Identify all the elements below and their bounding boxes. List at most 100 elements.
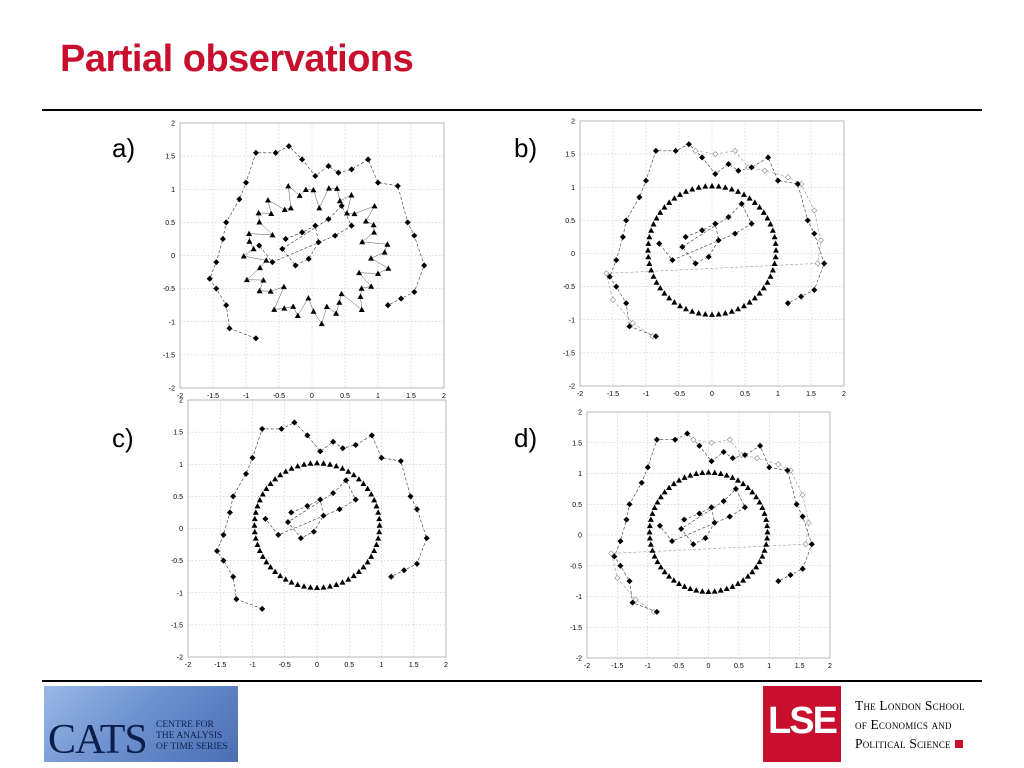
- triangle-marker: [364, 485, 371, 492]
- triangle-marker: [269, 231, 276, 238]
- plot-b: -2-2 -1.5 -1.5 -1 -1 -0.5 -0.5 0 0 0.5 0.5 1 1 1.5 1.5…: [563, 119, 846, 399]
- diamond-marker: [804, 217, 811, 224]
- triangle-marker: [746, 299, 753, 305]
- triangle-marker: [264, 197, 271, 203]
- lse-line-2: of Economics and: [855, 717, 952, 732]
- triangle-marker: [740, 480, 747, 487]
- diamond-marker: [317, 496, 324, 503]
- triangle-marker: [305, 294, 312, 301]
- diamond-marker: [336, 506, 343, 513]
- triangle-marker: [676, 580, 683, 586]
- diamond-marker: [223, 302, 230, 309]
- triangle-marker: [339, 579, 346, 585]
- triangle-marker: [294, 312, 301, 319]
- diamond-marker: [793, 501, 800, 508]
- triangle-marker: [693, 470, 700, 476]
- y-tick-label: -1.5: [171, 622, 183, 629]
- x-tick-label: 2: [444, 662, 448, 669]
- triangle-marker: [722, 184, 729, 190]
- triangle-marker: [761, 547, 768, 553]
- triangle-marker: [648, 267, 655, 273]
- diamond-marker: [213, 285, 220, 292]
- triangle-marker: [734, 477, 741, 483]
- hollow-diamond-marker: [608, 550, 615, 557]
- hollow-diamond-marker: [726, 436, 733, 443]
- diamond-marker: [738, 200, 745, 207]
- hollow-diamond-marker: [708, 439, 715, 446]
- hollow-diamond-marker: [609, 296, 617, 303]
- triangle-marker: [647, 516, 654, 522]
- triangle-marker: [376, 522, 383, 528]
- triangle-marker: [699, 588, 706, 594]
- triangle-marker: [371, 547, 378, 554]
- triangle-marker: [385, 265, 392, 271]
- diamond-marker: [365, 156, 372, 163]
- hollow-diamond-marker: [692, 147, 699, 154]
- triangle-marker: [339, 465, 346, 471]
- diamond-marker: [401, 567, 408, 574]
- diamond-marker: [219, 235, 226, 242]
- triangle-marker: [717, 470, 724, 476]
- diamond-marker: [256, 242, 263, 249]
- triangle-marker: [300, 583, 307, 589]
- diamond-marker: [821, 260, 828, 267]
- triangle-marker: [254, 503, 261, 509]
- triangle-marker: [323, 303, 330, 310]
- diamond-marker: [672, 147, 679, 154]
- triangle-marker: [302, 186, 309, 193]
- triangle-marker: [300, 461, 307, 467]
- triangle-marker: [740, 577, 747, 583]
- triangle-marker: [711, 469, 718, 475]
- diamond-marker: [652, 333, 659, 340]
- diamond-marker: [312, 222, 319, 229]
- diamond-marker: [423, 535, 430, 542]
- triangle-marker: [717, 587, 724, 593]
- triangle-marker: [333, 463, 340, 469]
- diamond-marker: [669, 257, 676, 264]
- slide-title: Partial observations: [60, 38, 414, 80]
- triangle-marker: [760, 284, 767, 291]
- triangle-marker: [661, 568, 668, 575]
- y-tick-label: 1: [571, 185, 575, 192]
- triangle-marker: [687, 585, 694, 592]
- triangle-marker: [763, 516, 770, 522]
- triangle-marker: [307, 460, 314, 466]
- y-tick-label: -2: [576, 656, 582, 663]
- y-tick-label: -1.5: [563, 350, 575, 357]
- diamond-marker: [242, 179, 250, 186]
- triangle-marker: [277, 572, 284, 579]
- y-tick-label: -0.5: [563, 284, 575, 291]
- diamond-marker: [332, 232, 339, 239]
- triangle-marker: [764, 522, 771, 529]
- triangle-marker: [272, 568, 279, 575]
- diamond-marker: [252, 149, 259, 156]
- triangle-marker: [681, 474, 688, 480]
- diamond-marker: [226, 325, 233, 332]
- triangle-marker: [368, 553, 375, 559]
- y-tick-label: 1.5: [565, 152, 575, 159]
- lse-square-mark: [954, 740, 963, 748]
- triangle-marker: [355, 475, 362, 482]
- diamond-marker: [252, 335, 259, 342]
- triangle-marker: [670, 577, 677, 583]
- triangle-marker: [343, 210, 350, 216]
- diamond-marker: [330, 490, 337, 497]
- x-tick-label: -2: [584, 663, 590, 670]
- triangle-marker: [646, 522, 653, 529]
- diamond-marker: [407, 493, 414, 500]
- triangle-marker: [290, 303, 297, 309]
- diamond-marker: [811, 230, 818, 237]
- triangle-marker: [689, 186, 696, 192]
- diamond-marker: [411, 288, 418, 295]
- diamond-marker: [715, 237, 722, 244]
- triangle-marker: [715, 183, 722, 189]
- diamond-marker: [378, 454, 385, 461]
- diamond-marker: [699, 227, 706, 234]
- y-tick-label: -2: [169, 386, 175, 393]
- x-tick-label: 1.5: [406, 393, 416, 400]
- y-tick-label: 0.5: [165, 220, 175, 227]
- cats-line-1: CENTRE FOR: [156, 720, 214, 730]
- triangle-marker: [256, 219, 263, 225]
- diamond-marker: [388, 573, 395, 580]
- triangle-marker: [263, 257, 270, 263]
